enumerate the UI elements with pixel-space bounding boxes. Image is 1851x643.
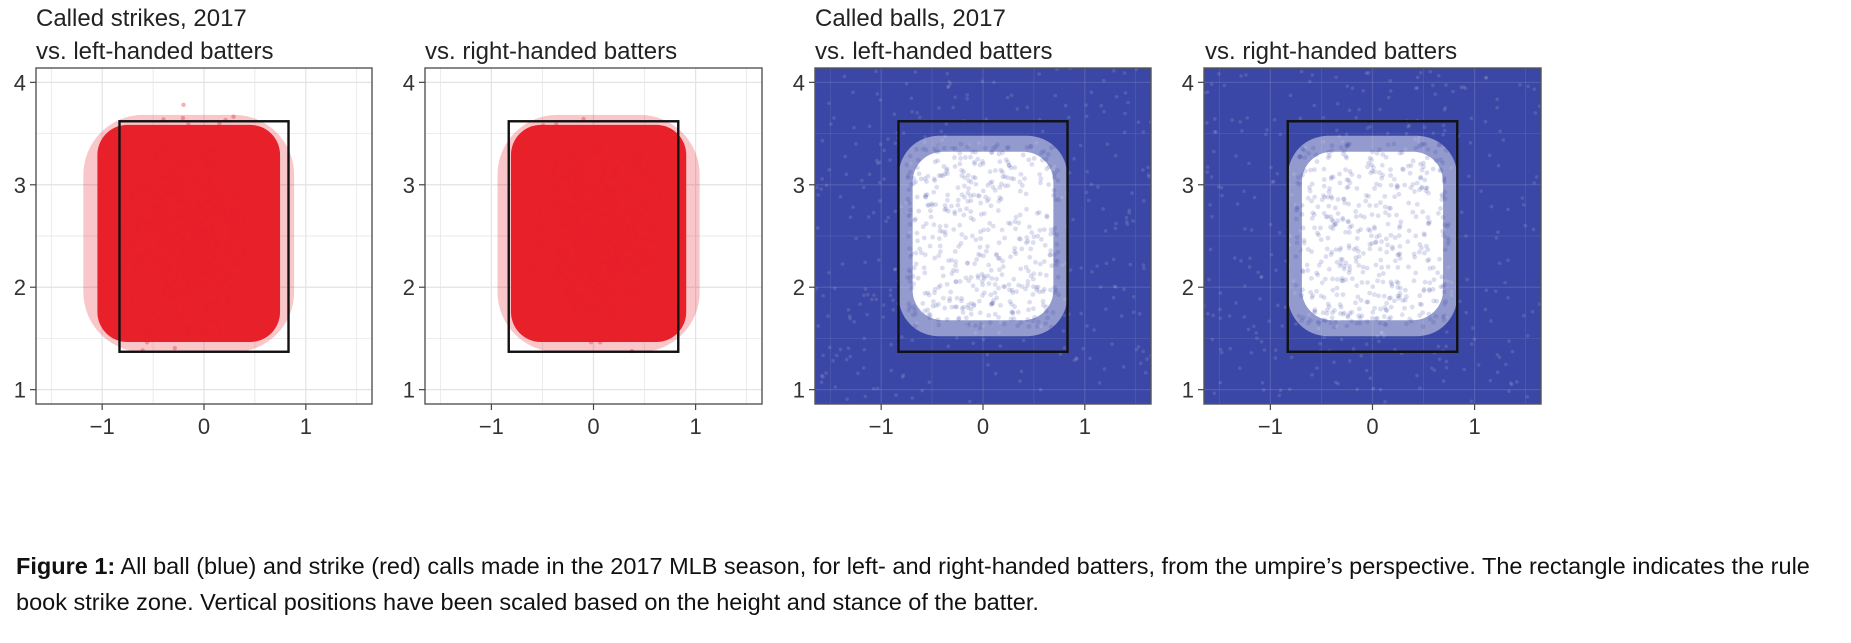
panel-2-x-tick-label-1: 0 [587, 414, 599, 439]
panel-4-y-tick-label-2: 3 [1182, 173, 1194, 198]
caption-text: All ball (blue) and strike (red) calls m… [16, 553, 1810, 615]
panel-3-y-tick-label-1: 2 [793, 275, 805, 300]
panel-2-y-tick-label-0: 1 [403, 378, 415, 403]
panel-4-points [1204, 69, 1541, 404]
panel-3-points [815, 68, 1151, 404]
panel-2: −1 0 1 1 2 3 4 [403, 67, 763, 439]
panel-2-x-tick-label-2: 1 [689, 414, 701, 439]
panel-1-x-tick-label-0: −1 [90, 414, 115, 439]
panel-3-y-tick-label-2: 3 [793, 173, 805, 198]
panel-1-y-tick-label-1: 2 [14, 275, 26, 300]
panel-4-x-tick-label-2: 1 [1468, 414, 1480, 439]
panel-4-y-tick-label-3: 4 [1182, 70, 1194, 95]
panel-1: −1 0 1 1 2 3 4 [14, 67, 373, 439]
panel-1-heading-line-1: Called strikes, 2017 [36, 5, 247, 32]
panel-3-heading-line-2: vs. left-handed batters [815, 38, 1053, 65]
panel-1-x-tick-label-1: 0 [198, 414, 210, 439]
panel-1-heading-line-2: vs. left-handed batters [36, 38, 274, 65]
panel-4-x-tick-label-0: −1 [1258, 414, 1283, 439]
panel-4-heading-line-2: vs. right-handed batters [1205, 38, 1458, 65]
panel-4: −1 0 1 1 2 3 4 [1182, 67, 1542, 439]
panel-1-x-tick-label-2: 1 [300, 414, 312, 439]
panel-1-y-tick-label-3: 4 [14, 70, 26, 95]
panel-3-strike-zone [897, 120, 1069, 353]
panel-3: −1 0 1 1 2 3 4 [793, 67, 1152, 439]
panel-3-x-tick-label-1: 0 [977, 414, 989, 439]
panel-1-points [83, 102, 295, 353]
panel-2-x-tick-label-0: −1 [479, 414, 504, 439]
panel-1-heading: Called strikes, 2017 vs. left-handed bat… [36, 2, 273, 68]
figure-caption: Figure 1: All ball (blue) and strike (re… [16, 548, 1841, 620]
caption-label: Figure 1: [16, 553, 116, 579]
panel-1-y-tick-label-2: 3 [14, 173, 26, 198]
panel-1-strike-zone [118, 120, 290, 353]
panel-2-y-tick-label-3: 4 [403, 70, 415, 95]
panel-4-x-tick-label-1: 0 [1366, 414, 1378, 439]
panel-1-y-tick-label-0: 1 [14, 378, 26, 403]
panel-4-y-tick-label-0: 1 [1182, 378, 1194, 403]
panel-2-y-tick-label-2: 3 [403, 173, 415, 198]
panel-3-heading-line-1: Called balls, 2017 [815, 5, 1006, 32]
panel-3-heading: Called balls, 2017 vs. left-handed batte… [815, 2, 1052, 68]
panel-3-y-tick-label-0: 1 [793, 378, 805, 403]
panel-4-grid [1204, 68, 1541, 404]
panel-2-strike-zone [507, 120, 680, 353]
panel-2-heading-line-2: vs. right-handed batters [425, 38, 678, 65]
panel-2-heading: vs. right-handed batters [425, 2, 677, 68]
panel-4-y-tick-label-1: 2 [1182, 275, 1194, 300]
panel-4-strike-zone [1286, 120, 1459, 353]
panel-3-y-tick-label-3: 4 [793, 70, 805, 95]
panel-3-x-tick-label-2: 1 [1079, 414, 1091, 439]
panel-3-x-tick-label-0: −1 [869, 414, 894, 439]
panel-2-points [497, 114, 700, 354]
panel-2-y-tick-label-1: 2 [403, 275, 415, 300]
scatter-panels: −1 0 1 1 2 3 4 −1 0 1 1 2 3 4 −1 0 1 1 2 3 4 −1 0 1 1 2 3 4 [14, 67, 1542, 439]
panel-4-heading: vs. right-handed batters [1205, 2, 1457, 68]
